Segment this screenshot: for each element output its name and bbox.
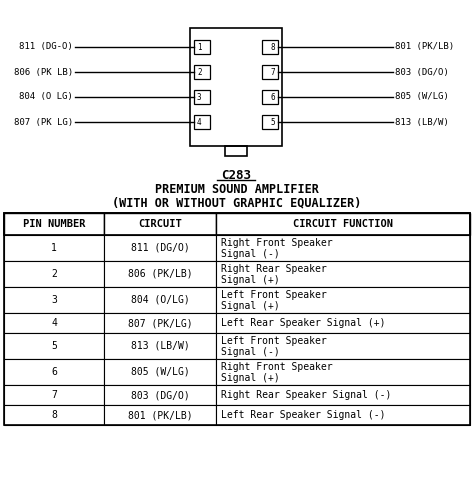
Text: 6: 6: [270, 93, 275, 102]
FancyBboxPatch shape: [216, 385, 470, 405]
Text: Signal (+): Signal (+): [221, 275, 280, 285]
FancyBboxPatch shape: [216, 235, 470, 261]
Text: C283: C283: [221, 169, 251, 182]
Text: 4: 4: [51, 318, 57, 328]
Text: 811 (DG-O): 811 (DG-O): [19, 42, 73, 51]
FancyBboxPatch shape: [104, 287, 216, 313]
Text: Right Rear Speaker Signal (-): Right Rear Speaker Signal (-): [221, 390, 392, 400]
Text: 4: 4: [197, 118, 201, 127]
Text: 5: 5: [270, 118, 275, 127]
Text: Right Front Speaker: Right Front Speaker: [221, 362, 333, 372]
Text: 803 (DG/O): 803 (DG/O): [395, 68, 449, 76]
Text: 6: 6: [51, 367, 57, 377]
FancyBboxPatch shape: [4, 359, 104, 385]
Text: Left Rear Speaker Signal (-): Left Rear Speaker Signal (-): [221, 410, 385, 420]
Text: 807 (PK LG): 807 (PK LG): [14, 117, 73, 127]
FancyBboxPatch shape: [216, 333, 470, 359]
Text: Signal (-): Signal (-): [221, 249, 280, 259]
Text: 3: 3: [51, 295, 57, 305]
Text: 8: 8: [270, 43, 275, 52]
Text: 811 (DG/O): 811 (DG/O): [131, 243, 190, 253]
Text: 801 (PK/LB): 801 (PK/LB): [395, 42, 454, 51]
FancyBboxPatch shape: [104, 261, 216, 287]
Text: 7: 7: [270, 68, 275, 77]
Text: Right Front Speaker: Right Front Speaker: [221, 238, 333, 248]
Text: 801 (PK/LB): 801 (PK/LB): [128, 410, 192, 420]
Text: 7: 7: [51, 390, 57, 400]
Text: Left Front Speaker: Left Front Speaker: [221, 336, 327, 346]
Text: 804 (O/LG): 804 (O/LG): [131, 295, 190, 305]
FancyBboxPatch shape: [4, 385, 104, 405]
FancyBboxPatch shape: [4, 287, 104, 313]
FancyBboxPatch shape: [216, 261, 470, 287]
Text: 2: 2: [197, 68, 201, 77]
Text: 813 (LB/W): 813 (LB/W): [395, 117, 449, 127]
Text: (WITH OR WITHOUT GRAPHIC EQUALIZER): (WITH OR WITHOUT GRAPHIC EQUALIZER): [112, 196, 362, 209]
Text: Signal (+): Signal (+): [221, 301, 280, 311]
FancyBboxPatch shape: [4, 333, 104, 359]
FancyBboxPatch shape: [4, 261, 104, 287]
Text: Signal (-): Signal (-): [221, 347, 280, 357]
Text: 813 (LB/W): 813 (LB/W): [131, 341, 190, 351]
FancyBboxPatch shape: [216, 359, 470, 385]
Text: 2: 2: [51, 269, 57, 279]
Text: 804 (O LG): 804 (O LG): [19, 93, 73, 102]
Text: 807 (PK/LG): 807 (PK/LG): [128, 318, 192, 328]
Text: 5: 5: [51, 341, 57, 351]
Text: 3: 3: [197, 93, 201, 102]
FancyBboxPatch shape: [104, 405, 216, 425]
Text: 8: 8: [51, 410, 57, 420]
FancyBboxPatch shape: [104, 213, 216, 235]
Text: PIN NUMBER: PIN NUMBER: [23, 219, 85, 229]
Text: 1: 1: [197, 43, 201, 52]
Text: 805 (W/LG): 805 (W/LG): [131, 367, 190, 377]
FancyBboxPatch shape: [104, 359, 216, 385]
FancyBboxPatch shape: [4, 313, 104, 333]
FancyBboxPatch shape: [104, 235, 216, 261]
FancyBboxPatch shape: [216, 405, 470, 425]
Text: 805 (W/LG): 805 (W/LG): [395, 93, 449, 102]
FancyBboxPatch shape: [4, 405, 104, 425]
Text: CIRCUIT FUNCTION: CIRCUIT FUNCTION: [293, 219, 393, 229]
Text: 1: 1: [51, 243, 57, 253]
FancyBboxPatch shape: [216, 313, 470, 333]
Text: Left Front Speaker: Left Front Speaker: [221, 290, 327, 300]
Text: PREMIUM SOUND AMPLIFIER: PREMIUM SOUND AMPLIFIER: [155, 183, 319, 196]
Text: CIRCUIT: CIRCUIT: [138, 219, 182, 229]
Text: Signal (+): Signal (+): [221, 373, 280, 383]
Text: Left Rear Speaker Signal (+): Left Rear Speaker Signal (+): [221, 318, 385, 328]
Text: 803 (DG/O): 803 (DG/O): [131, 390, 190, 400]
FancyBboxPatch shape: [104, 333, 216, 359]
FancyBboxPatch shape: [4, 235, 104, 261]
Text: Right Rear Speaker: Right Rear Speaker: [221, 264, 327, 274]
FancyBboxPatch shape: [104, 313, 216, 333]
Text: 806 (PK/LB): 806 (PK/LB): [128, 269, 192, 279]
FancyBboxPatch shape: [216, 213, 470, 235]
Text: 806 (PK LB): 806 (PK LB): [14, 68, 73, 76]
FancyBboxPatch shape: [4, 213, 104, 235]
FancyBboxPatch shape: [104, 385, 216, 405]
FancyBboxPatch shape: [216, 287, 470, 313]
